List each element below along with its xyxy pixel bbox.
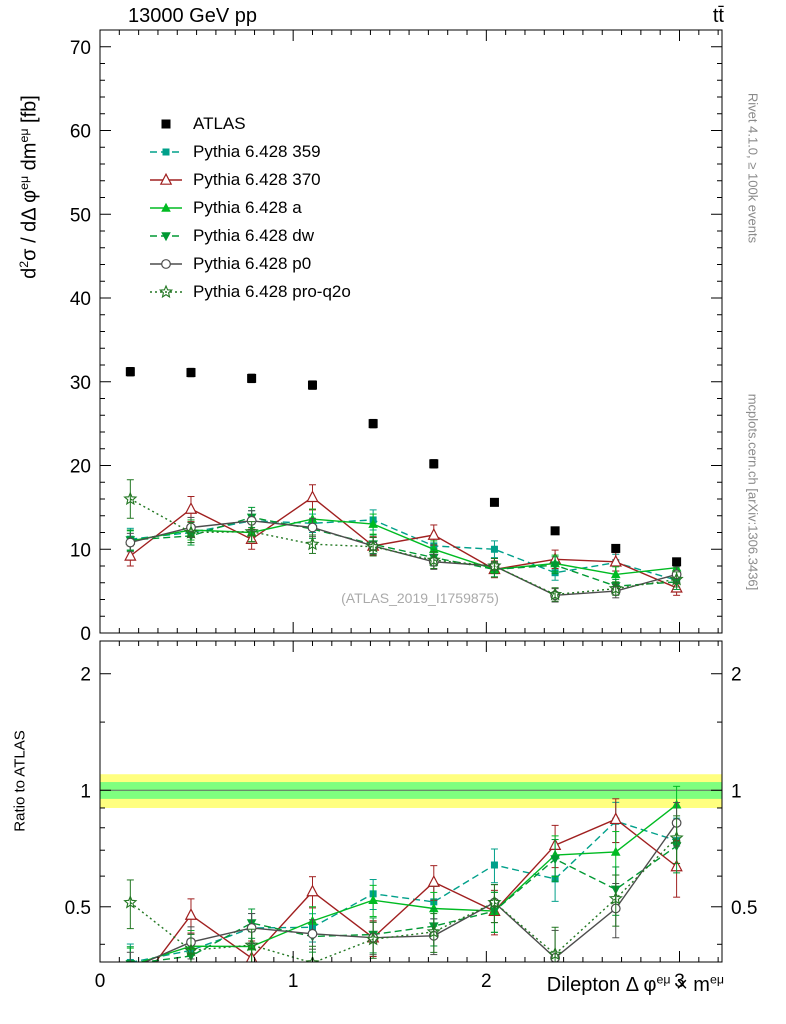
pythia-6-428-a-marker-icon (150, 202, 182, 212)
process-title: tt̄ (712, 5, 724, 27)
tick-labels: 0 10 20 30 40 50 60 70 0 1 2 3 0.5 0.5 1 1 2 2 (65, 38, 758, 992)
legend-label: Pythia 6.428 370 (193, 170, 321, 189)
legend-item-atlas: ATLAS (148, 110, 351, 138)
legend-label: ATLAS (193, 114, 246, 133)
series-main-atlas (125, 367, 682, 567)
beam-energy-title: 13000 GeV pp (128, 5, 257, 27)
svg-text:0.5: 0.5 (731, 898, 757, 919)
svg-text:70: 70 (70, 38, 91, 59)
svg-text:1: 1 (288, 971, 299, 992)
legend-label: Pythia 6.428 359 (193, 142, 321, 161)
legend-item-pythia-6-428-359: Pythia 6.428 359 (148, 138, 351, 166)
series-ratio-pythia-6-428-pro-q2o (123, 815, 684, 962)
svg-text:1: 1 (731, 781, 742, 802)
series-ratio-pythia-6-428-370 (154, 798, 683, 962)
svg-text:10: 10 (70, 540, 91, 561)
x-axis-label: Dilepton Δ φeμ × meμ (546, 972, 724, 996)
svg-text:0.5: 0.5 (65, 898, 91, 919)
svg-text:60: 60 (70, 122, 91, 143)
legend-item-pythia-6-428-p0: Pythia 6.428 p0 (148, 250, 351, 278)
legend: ATLAS Pythia 6.428 359 Pythia 6.428 370 Pyt… (148, 110, 351, 306)
legend-label: Pythia 6.428 a (193, 198, 302, 217)
analysis-id-watermark: (ATLAS_2019_I1759875) (341, 590, 499, 606)
svg-text:30: 30 (70, 373, 91, 394)
axes (99, 29, 723, 963)
series-main-pythia-6-428-dw (125, 506, 682, 594)
svg-text:2: 2 (80, 665, 91, 686)
ratio-uncertainty-bands (100, 774, 722, 808)
pythia-6-428-dw-marker-icon (150, 232, 182, 242)
pythia-6-428-370-marker-icon (150, 172, 182, 185)
legend-label: Pythia 6.428 pro-q2o (193, 282, 351, 301)
legend-label: Pythia 6.428 dw (193, 226, 314, 245)
series-main-pythia-6-428-pro-q2o (123, 479, 684, 602)
series-main-pythia-6-428-a (125, 508, 682, 583)
svg-text:0: 0 (80, 624, 91, 645)
series-ratio-pythia-6-428-p0 (126, 802, 682, 962)
series-main-pythia-6-428-359 (126, 509, 681, 589)
svg-text:1: 1 (80, 781, 91, 802)
pythia-6-428-pro-q2o-marker-icon (150, 284, 182, 299)
svg-text:20: 20 (70, 457, 91, 478)
series-ratio-pythia-6-428-dw (125, 822, 682, 962)
series-main-pythia-6-428-370 (124, 484, 683, 596)
legend-item-pythia-6-428-dw: Pythia 6.428 dw (148, 222, 351, 250)
legend-label: Pythia 6.428 p0 (193, 254, 312, 273)
series-main-pythia-6-428-p0 (125, 510, 682, 603)
series-ratio-pythia-6-428-a (126, 785, 682, 962)
svg-text:3: 3 (674, 971, 685, 992)
legend-item-pythia-6-428-a: Pythia 6.428 a (148, 194, 351, 222)
legend-item-pythia-6-428-pro-q2o: Pythia 6.428 pro-q2o (148, 278, 351, 306)
atlas-marker-icon (161, 119, 171, 129)
series-ratio-pythia-6-428-359 (126, 801, 681, 962)
svg-text:2: 2 (731, 665, 742, 686)
svg-text:40: 40 (70, 289, 91, 310)
svg-text:2: 2 (481, 971, 492, 992)
svg-text:0: 0 (95, 971, 106, 992)
svg-text:50: 50 (70, 205, 91, 226)
pythia-6-428-p0-marker-icon (150, 259, 182, 269)
pythia-6-428-359-marker-icon (150, 148, 182, 156)
legend-item-pythia-6-428-370: Pythia 6.428 370 (148, 166, 351, 194)
